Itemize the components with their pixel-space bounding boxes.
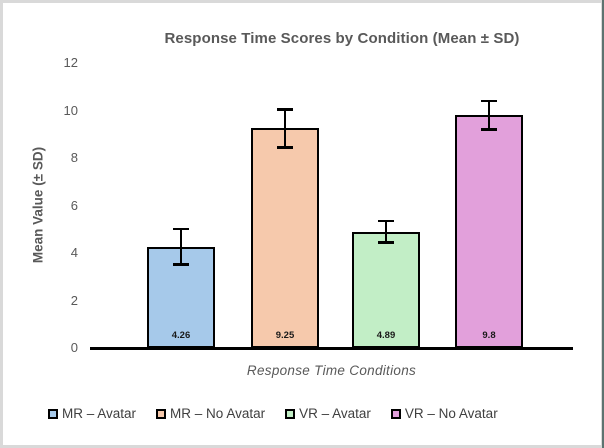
legend-item-label: VR – No Avatar [404, 406, 498, 421]
error-bar-stem [283, 108, 287, 149]
legend-swatch [390, 408, 401, 419]
bar: 4.89 [352, 231, 420, 348]
y-tick-label: 0 [70, 340, 78, 355]
error-bar-cap-top [378, 219, 394, 223]
legend-item-label: MR – Avatar [62, 406, 137, 421]
legend-swatch [48, 408, 58, 419]
error-bar-cap-top [277, 108, 293, 111]
y-tick-label: 10 [63, 102, 78, 118]
legend-item: MR – Avatar [48, 406, 136, 421]
error-bar-cap-bottom [481, 128, 497, 131]
bar-value-label: 9.8 [482, 330, 496, 341]
error-bar-cap-bottom [277, 146, 293, 149]
y-tick-label: 12 [63, 55, 78, 70]
bar-value-label: 4.26 [171, 329, 191, 341]
x-axis-label: Response Time Conditions [246, 363, 417, 378]
legend-item: VR – No Avatar [390, 406, 498, 421]
legend-item: VR – Avatar [285, 406, 371, 421]
error-bar [378, 219, 394, 244]
bar-value-label: 9.25 [275, 330, 295, 341]
legend-swatch [285, 408, 296, 419]
x-axis-line [90, 347, 573, 350]
legend-item-label: VR – Avatar [299, 406, 371, 421]
y-tick-label: 8 [70, 150, 78, 165]
legend-item: MR – No Avatar [156, 406, 265, 421]
bar: 9.25 [251, 128, 319, 348]
bar: 9.8 [455, 115, 523, 348]
error-bar-stem [179, 227, 183, 266]
error-bar [173, 227, 189, 266]
window-right-edge [602, 0, 604, 448]
error-bar-stem [487, 99, 491, 131]
legend: MR – Avatar MR – No Avatar VR – Avatar VR –… [48, 406, 595, 421]
y-tick-label: 6 [70, 197, 78, 213]
y-tick-label: 4 [70, 245, 78, 260]
error-bar [277, 108, 293, 149]
legend-swatch [156, 408, 167, 419]
error-bar [481, 99, 497, 131]
error-bar-cap-top [481, 99, 497, 103]
error-bar-stem [384, 219, 388, 244]
y-tick-label: 2 [70, 292, 78, 308]
error-bar-cap-top [173, 227, 189, 231]
error-bar-cap-bottom [173, 263, 189, 266]
legend-item-label: MR – No Avatar [170, 406, 266, 421]
bar-value-label: 4.89 [376, 329, 396, 341]
error-bar-cap-bottom [378, 241, 394, 244]
chart-title: Response Time Scores by Condition (Mean … [164, 30, 520, 47]
